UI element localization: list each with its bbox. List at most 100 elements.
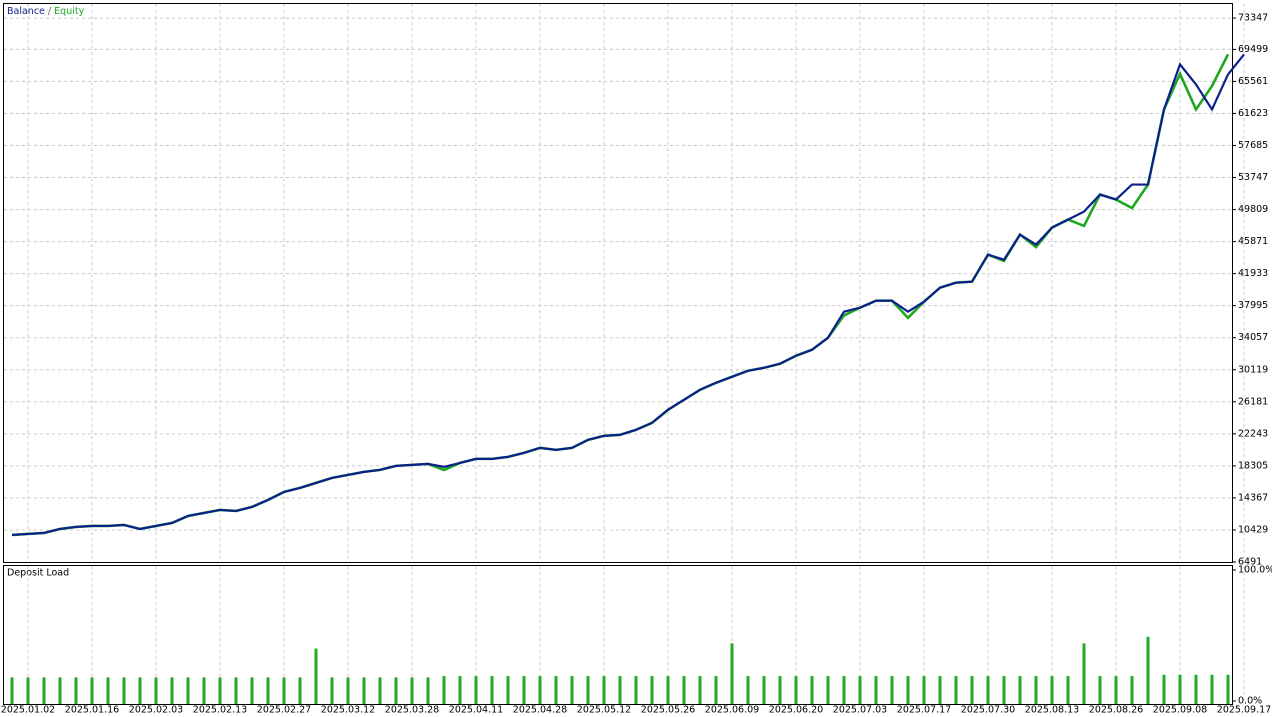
load-bar bbox=[538, 676, 542, 704]
x-tick-label: 2025.01.02 bbox=[1, 705, 55, 716]
load-bar bbox=[954, 676, 958, 704]
price-panel bbox=[3, 3, 1233, 563]
x-tick-label: 2025.07.17 bbox=[897, 705, 951, 716]
load-bar bbox=[170, 677, 174, 704]
y-tick-label: 10429 bbox=[1238, 524, 1268, 535]
load-bar bbox=[410, 677, 414, 704]
x-tick-label: 2025.06.20 bbox=[769, 705, 823, 716]
x-tick-label: 2025.08.26 bbox=[1089, 705, 1143, 716]
y-tick-label: 49809 bbox=[1238, 204, 1268, 215]
load-title: Deposit Load bbox=[7, 568, 69, 579]
y-tick-label: 30119 bbox=[1238, 364, 1268, 375]
y-tick-label: 0.0% bbox=[1238, 696, 1262, 707]
x-tick-label: 2025.01.16 bbox=[65, 705, 119, 716]
load-bar bbox=[730, 643, 734, 704]
load-bar bbox=[474, 676, 478, 704]
series-line bbox=[11, 53, 1245, 537]
y-tick-label: 61623 bbox=[1238, 108, 1268, 119]
load-bar bbox=[810, 676, 814, 704]
load-bar bbox=[986, 676, 990, 704]
y-tick-label: 53747 bbox=[1238, 172, 1268, 183]
load-bar bbox=[58, 677, 62, 704]
load-panel bbox=[3, 565, 1233, 705]
load-bar bbox=[282, 677, 286, 704]
y-tick-label: 34057 bbox=[1238, 332, 1268, 343]
load-bar bbox=[890, 676, 894, 704]
load-bar bbox=[90, 677, 94, 704]
load-bar bbox=[378, 677, 382, 704]
load-bar bbox=[842, 676, 846, 704]
load-bar bbox=[266, 677, 270, 704]
y-tick-label: 6491 bbox=[1238, 557, 1262, 568]
load-bar bbox=[650, 676, 654, 704]
load-bar bbox=[906, 676, 910, 704]
load-bar bbox=[346, 677, 350, 704]
load-bar bbox=[858, 676, 862, 704]
legend-equity: Equity bbox=[54, 6, 84, 17]
load-bar bbox=[490, 676, 494, 704]
y-tick-label: 18305 bbox=[1238, 460, 1268, 471]
load-bar bbox=[42, 677, 46, 704]
legend-balance: Balance bbox=[7, 6, 45, 17]
load-bar bbox=[554, 676, 558, 704]
load-bar bbox=[250, 677, 254, 704]
load-bar bbox=[1226, 674, 1230, 704]
x-tick-label: 2025.09.08 bbox=[1153, 705, 1207, 716]
load-bar bbox=[938, 676, 942, 704]
load-bar bbox=[362, 677, 366, 704]
load-bar bbox=[1082, 643, 1086, 704]
x-tick-label: 2025.07.30 bbox=[961, 705, 1015, 716]
x-tick-label: 2025.09.17 bbox=[1217, 705, 1271, 716]
load-bar bbox=[826, 676, 830, 704]
load-bar bbox=[698, 676, 702, 704]
load-bar bbox=[202, 677, 206, 704]
x-tick-label: 2025.02.27 bbox=[257, 705, 311, 716]
load-bar bbox=[666, 676, 670, 704]
x-tick-label: 2025.02.13 bbox=[193, 705, 247, 716]
x-tick-label: 2025.04.11 bbox=[449, 705, 503, 716]
load-bar bbox=[570, 676, 574, 704]
load-bar bbox=[1066, 676, 1070, 704]
x-tick-label: 2025.03.12 bbox=[321, 705, 375, 716]
load-bar bbox=[314, 648, 318, 704]
load-bar bbox=[506, 676, 510, 704]
load-bar bbox=[106, 677, 110, 704]
y-tick-label: 100.0% bbox=[1238, 565, 1272, 576]
load-bar bbox=[874, 676, 878, 704]
load-bar bbox=[1034, 676, 1038, 704]
load-bar bbox=[138, 677, 142, 704]
load-bar bbox=[1002, 676, 1006, 704]
load-bar bbox=[1210, 674, 1214, 704]
x-tick-label: 2025.05.12 bbox=[577, 705, 631, 716]
y-tick-label: 57685 bbox=[1238, 140, 1268, 151]
legend-separator: / bbox=[48, 6, 52, 17]
x-tick-label: 2025.07.03 bbox=[833, 705, 887, 716]
y-tick-label: 26181 bbox=[1238, 396, 1268, 407]
x-tick-label: 2025.03.28 bbox=[385, 705, 439, 716]
load-bar bbox=[634, 676, 638, 704]
load-bar bbox=[586, 676, 590, 704]
load-bar bbox=[778, 676, 782, 704]
load-bar bbox=[154, 677, 158, 704]
load-bar bbox=[442, 676, 446, 704]
load-bar bbox=[1146, 636, 1150, 704]
load-bar bbox=[794, 676, 798, 704]
load-bar bbox=[1098, 676, 1102, 704]
x-tick-label: 2025.02.03 bbox=[129, 705, 183, 716]
load-bar bbox=[26, 677, 30, 704]
load-bar bbox=[458, 676, 462, 704]
load-bar bbox=[922, 676, 926, 704]
load-bar bbox=[1114, 676, 1118, 704]
load-bar bbox=[74, 677, 78, 704]
load-bar bbox=[522, 676, 526, 704]
load-bar bbox=[1194, 674, 1198, 704]
load-bar bbox=[10, 677, 14, 704]
load-bar bbox=[602, 676, 606, 704]
load-bar bbox=[1162, 674, 1166, 704]
load-bar bbox=[762, 676, 766, 704]
x-tick-label: 2025.06.09 bbox=[705, 705, 759, 716]
load-bar bbox=[682, 676, 686, 704]
y-tick-label: 41933 bbox=[1238, 268, 1268, 279]
load-bar bbox=[970, 676, 974, 704]
legend: Balance / Equity bbox=[7, 6, 85, 17]
